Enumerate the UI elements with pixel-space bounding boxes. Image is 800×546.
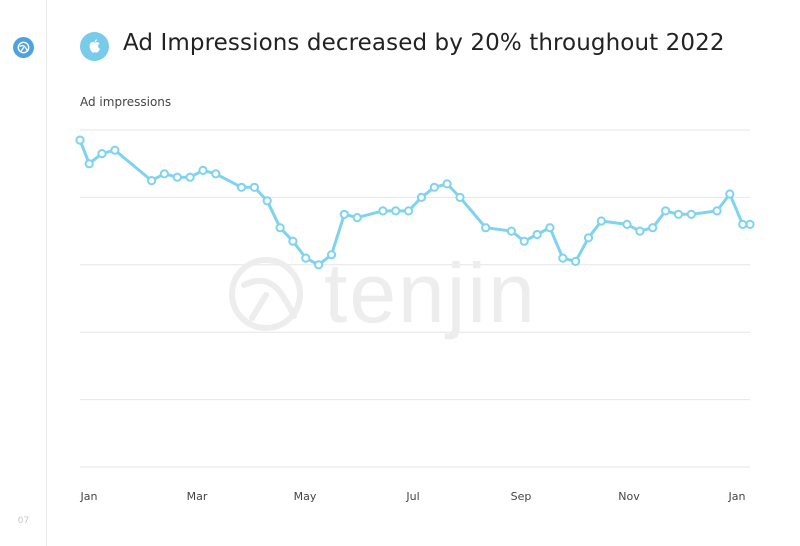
data-point[interactable] [583,233,594,243]
data-point[interactable] [622,219,632,229]
x-tick-label: Sep [511,490,532,503]
y-axis-label: Ad impressions [80,95,172,109]
data-point[interactable] [519,236,529,246]
data-point[interactable] [159,169,169,179]
data-point[interactable] [481,223,491,233]
data-point[interactable] [391,206,401,216]
series-points [75,135,755,270]
data-point[interactable] [314,260,324,270]
tenjin-watermark: tenjin [229,246,537,340]
page-number: 07 [17,516,30,526]
data-point[interactable] [275,223,285,233]
data-point[interactable] [738,219,748,229]
tenjin-logo-icon[interactable] [13,37,34,58]
data-point[interactable] [404,206,414,216]
tenjin-watermark-text: tenjin [324,246,537,340]
data-point[interactable] [339,209,349,219]
data-point[interactable] [198,165,208,175]
data-point[interactable] [506,226,516,236]
data-point[interactable] [147,176,157,186]
data-point[interactable] [75,135,85,145]
data-point[interactable] [262,196,272,206]
data-point[interactable] [211,169,221,179]
data-point[interactable] [545,223,555,233]
data-point[interactable] [596,216,606,226]
data-point[interactable] [661,206,671,216]
series-line [78,138,752,267]
data-point[interactable] [429,182,439,192]
data-point[interactable] [558,253,568,263]
sidebar: 07 [0,0,47,546]
x-tick-label: Jan [728,490,746,503]
data-point[interactable] [185,172,195,182]
data-point[interactable] [110,145,120,155]
x-tick-label: Jul [405,490,419,503]
data-point[interactable] [571,256,581,266]
data-point[interactable] [635,226,645,236]
data-point[interactable] [416,192,426,202]
data-point[interactable] [648,223,658,233]
data-point[interactable] [301,253,311,263]
x-tick-label: Mar [187,490,208,503]
data-point[interactable] [532,229,542,240]
data-point[interactable] [236,182,247,192]
x-tick-label: Jan [80,490,98,503]
data-point[interactable] [172,172,182,182]
data-point[interactable] [326,250,337,260]
data-point[interactable] [745,219,755,229]
page-title: Ad Impressions decreased by 20% througho… [123,30,725,56]
apple-icon [80,32,109,61]
data-point[interactable] [725,189,735,199]
x-tick-label: May [294,490,317,503]
data-point[interactable] [712,206,722,216]
data-point[interactable] [378,206,388,216]
x-tick-label: Nov [618,490,640,503]
tenjin-watermark-icon [229,257,303,331]
data-point[interactable] [288,236,298,246]
x-axis-ticks: Jan Mar May Jul Sep Nov Jan [80,490,746,503]
data-point[interactable] [442,179,452,189]
data-point[interactable] [455,192,465,202]
data-point[interactable] [84,159,94,169]
data-point[interactable] [97,149,107,159]
data-point[interactable] [352,213,362,223]
data-point[interactable] [686,209,696,219]
data-point[interactable] [673,209,684,219]
data-point[interactable] [249,182,259,192]
chart-grid [80,129,750,468]
